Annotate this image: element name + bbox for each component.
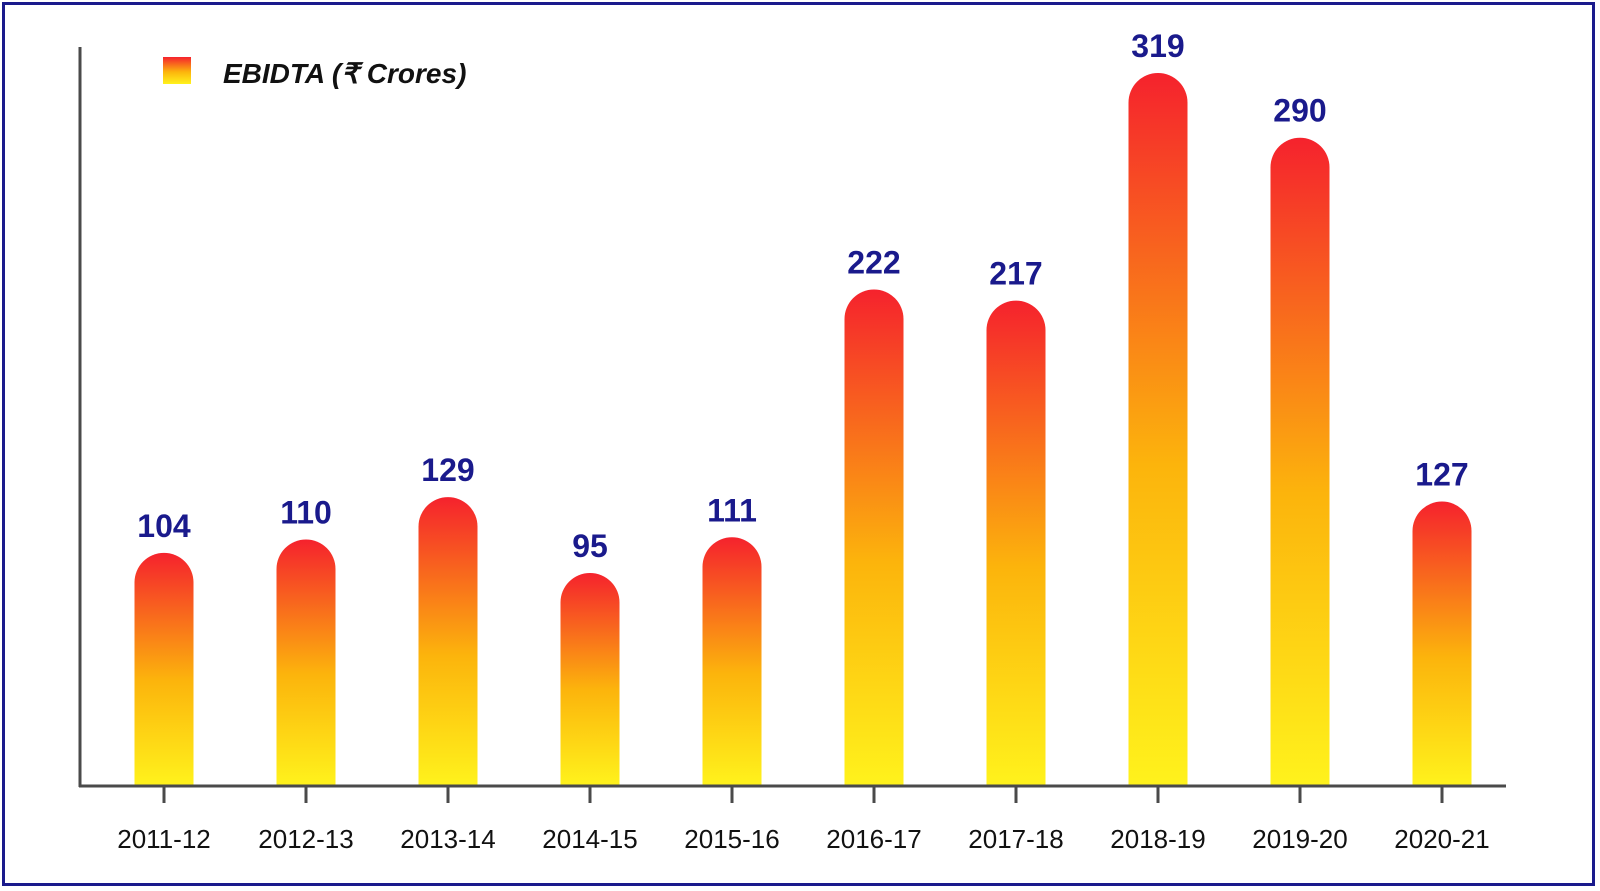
bar-2020-21 xyxy=(1412,501,1472,785)
value-label-2019-20: 290 xyxy=(1273,93,1326,129)
bar-2014-15 xyxy=(560,572,620,785)
bar-2013-14 xyxy=(418,497,478,785)
value-label-2020-21: 127 xyxy=(1415,457,1468,493)
bar-2019-20 xyxy=(1270,137,1330,785)
legend: EBIDTA (₹ Crores) xyxy=(163,57,466,89)
bar-2016-17 xyxy=(844,289,904,785)
ebidta-bar-chart: EBIDTA (₹ Crores) 104 110 129 95 111 222 217 31… xyxy=(78,28,1506,854)
x-tick-label-2020-21: 2020-21 xyxy=(1394,824,1489,854)
bar-2011-12 xyxy=(134,552,194,785)
bar-2018-19 xyxy=(1128,73,1188,785)
value-label-2015-16: 111 xyxy=(707,492,757,528)
bar-2015-16 xyxy=(702,537,762,785)
value-labels: 104 110 129 95 111 222 217 319 290 127 xyxy=(137,28,1468,564)
x-axis: 2011-12 2012-13 2013-14 2014-15 2015-16 2016-… xyxy=(79,784,1506,854)
value-label-2012-13: 110 xyxy=(280,494,332,530)
x-tick-label-2015-16: 2015-16 xyxy=(684,824,779,854)
legend-label: EBIDTA (₹ Crores) xyxy=(223,58,466,89)
x-tick-label-2012-13: 2012-13 xyxy=(258,824,353,854)
value-label-2016-17: 222 xyxy=(847,245,900,281)
x-tick-label-2011-12: 2011-12 xyxy=(117,824,211,854)
x-tick-label-2018-19: 2018-19 xyxy=(1110,824,1205,854)
legend-swatch xyxy=(163,57,191,84)
x-tick-label-2013-14: 2013-14 xyxy=(400,824,495,854)
bar-2017-18 xyxy=(986,300,1046,785)
value-label-2011-12: 104 xyxy=(137,508,191,544)
value-label-2017-18: 217 xyxy=(989,256,1042,292)
value-label-2013-14: 129 xyxy=(421,452,474,488)
bars xyxy=(134,73,1472,785)
x-tick-label-2019-20: 2019-20 xyxy=(1252,824,1347,854)
value-label-2018-19: 319 xyxy=(1131,28,1184,64)
x-tick-label-2016-17: 2016-17 xyxy=(826,824,921,854)
value-label-2014-15: 95 xyxy=(572,528,608,564)
x-tick-label-2014-15: 2014-15 xyxy=(542,824,637,854)
x-tick-label-2017-18: 2017-18 xyxy=(968,824,1063,854)
bar-2012-13 xyxy=(276,539,336,785)
